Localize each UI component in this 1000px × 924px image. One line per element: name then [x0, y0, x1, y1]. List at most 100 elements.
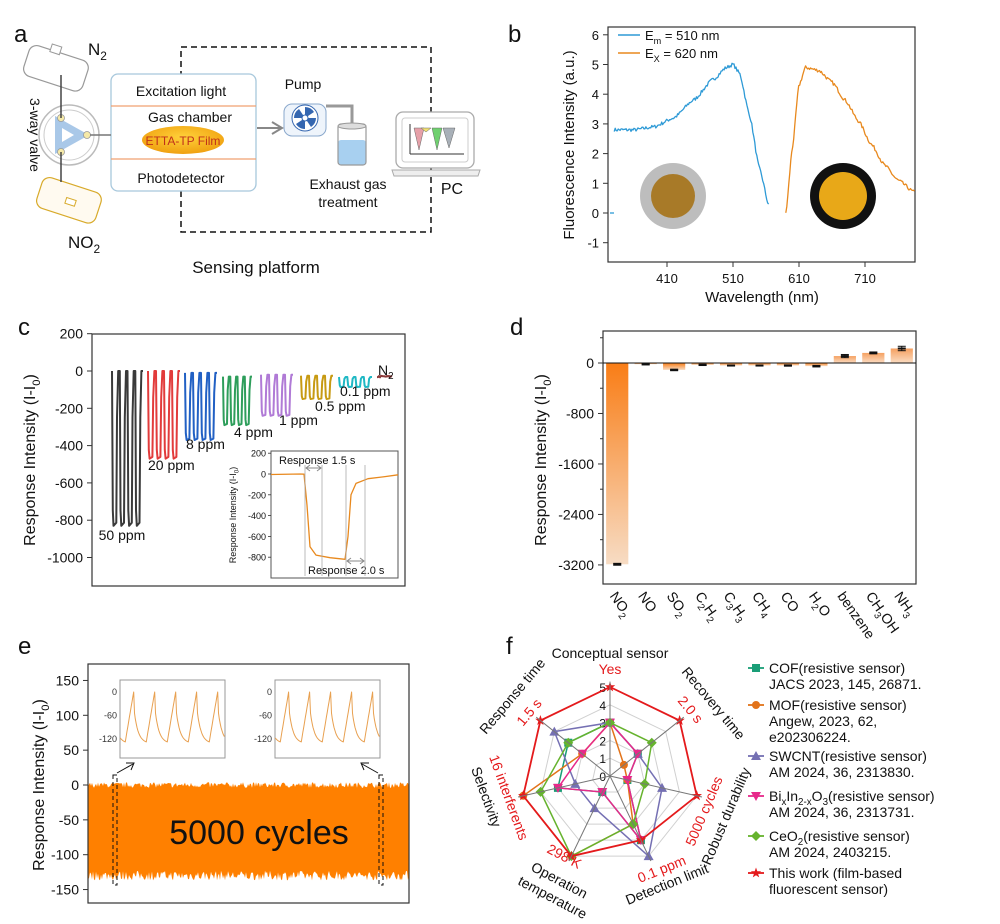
radar-series-2: [553, 721, 663, 858]
y-tick-label: -800: [55, 512, 83, 528]
legend-reference: Angew, 2023, 62,: [769, 713, 877, 729]
x-category-label-subscript: 3: [871, 610, 883, 621]
x-category-label: NO2: [603, 589, 635, 622]
panel-label-d: d: [510, 314, 523, 341]
film-label: ETTA-TP Film: [146, 134, 221, 148]
inset-y-tick-label: 0: [267, 687, 272, 697]
y-tick-label: 6: [592, 28, 599, 43]
fan-hub: [301, 114, 309, 122]
y-axis-label-subscript: 0: [31, 380, 43, 386]
y-tick-label: -800: [566, 405, 594, 421]
concentration-label: 8 ppm: [186, 436, 225, 452]
photodetector-label: Photodetector: [137, 170, 225, 186]
plot-frame: [87, 663, 410, 904]
beaker-lid: [337, 122, 367, 130]
spectrum-line-0: [613, 62, 770, 205]
y-tick-label: -400: [55, 438, 83, 454]
pump-label: Pump: [285, 76, 322, 92]
legend-label: EX = 620 nm: [645, 46, 718, 64]
x-tick-label: 710: [854, 271, 876, 286]
x-category-label: C2H2: [689, 589, 723, 626]
legend-reference: AM 2024, 2403215.: [769, 844, 891, 860]
response-trace-1: [147, 370, 180, 460]
legend-label-part: (resistive sensor): [828, 788, 935, 804]
radar-grid-ring: [574, 739, 646, 809]
concentration-label: 1 ppm: [279, 412, 318, 428]
y-tick-label: 5: [592, 58, 599, 73]
legend-label: COF(resistive sensor): [769, 660, 905, 676]
bar-10: [890, 348, 913, 363]
x-category-label-subscript: 4: [757, 610, 769, 621]
bar-4: [719, 363, 743, 366]
legend-label-subscript: x: [781, 797, 786, 808]
valve-port: [83, 131, 91, 139]
response-trace-2: [184, 371, 217, 441]
zoom-region-end: [378, 774, 384, 886]
x-category-label: H2O: [803, 589, 835, 622]
panel-label-c: c: [18, 314, 30, 341]
radar-grid-ring: [540, 704, 680, 841]
legend-label: Em = 510 nm: [645, 28, 719, 46]
y-tick-label: -2400: [558, 506, 594, 522]
response-trace-3: [222, 375, 252, 427]
fan-blade: [305, 118, 316, 127]
x-category-label: NO: [635, 589, 660, 615]
x-category-label-subscript: 3: [723, 602, 735, 613]
legend-label-part: = 620 nm: [660, 46, 718, 61]
y-tick-label: -1600: [558, 456, 594, 472]
legend-reference: e202306224.: [769, 729, 851, 745]
y-axis-label-part: ): [22, 374, 39, 379]
inset-y-tick-label: -60: [259, 710, 272, 720]
radar-tick-label: 2: [599, 734, 606, 748]
panel-label-e: e: [18, 633, 31, 660]
legend-label-part: Bi: [769, 788, 781, 804]
film-disc: [651, 174, 695, 218]
legend-label-part: COF(resistive sensor): [769, 660, 905, 676]
diagram-caption: Sensing platform: [192, 258, 320, 277]
inset-frame: [270, 450, 399, 579]
radar-series-5: [522, 686, 698, 858]
bar-2: [663, 363, 686, 370]
y-axis-label-part: Response Intensity (I-I: [533, 386, 550, 546]
y-axis-label-part: Response Intensity (I-I: [31, 711, 48, 871]
legend-label-subscript: X: [654, 54, 660, 64]
bar-9: [862, 352, 885, 363]
x-category-label-subscript: 3: [899, 610, 911, 621]
zoom-arrow: [116, 763, 134, 774]
y-tick-label: -200: [55, 400, 83, 416]
n2-gas-bag-icon: [23, 43, 89, 92]
chart-peak: [431, 127, 443, 151]
spectrum-line-1: [785, 65, 915, 213]
plot-frame: [602, 330, 917, 585]
inset-cycle-curve: [274, 691, 380, 743]
response-trace-5: [300, 374, 333, 400]
y-axis-label-part: Response Intensity (I-I: [22, 386, 39, 546]
y-tick-label: 150: [56, 672, 80, 688]
concentration-label: 0.5 ppm: [315, 398, 366, 414]
liquid: [338, 140, 366, 165]
inset-cycle-curve: [119, 691, 225, 743]
gas-chamber-label: Gas chamber: [148, 109, 232, 125]
y-tick-label: -1: [587, 236, 599, 251]
response-time-inset: 200 0 -200 -400 -600 -800 Response Intensity (…: [228, 449, 399, 579]
plot-frame: [607, 26, 916, 263]
radar-tick-label: 5: [599, 681, 606, 695]
n2-label-part: N: [88, 40, 100, 59]
x-category-label-part: NH: [891, 589, 916, 615]
y-tick-label: 1: [592, 176, 599, 191]
x-tick-label: 410: [656, 271, 678, 286]
inset-y-tick-label: -120: [99, 734, 117, 744]
legend-label-part: MOF(resistive sensor): [769, 697, 907, 713]
y-tick-label: 200: [60, 326, 84, 342]
radar-axis: [517, 775, 611, 798]
y-tick-label: -50: [59, 812, 79, 828]
arrow-head-icon: [271, 121, 284, 135]
bag-valve: [49, 43, 63, 56]
legend-label-subscript: 3: [823, 797, 829, 808]
y-tick-label: -600: [55, 475, 83, 491]
inset-y-tick-label: -60: [104, 710, 117, 720]
monitor-base: [391, 169, 481, 177]
